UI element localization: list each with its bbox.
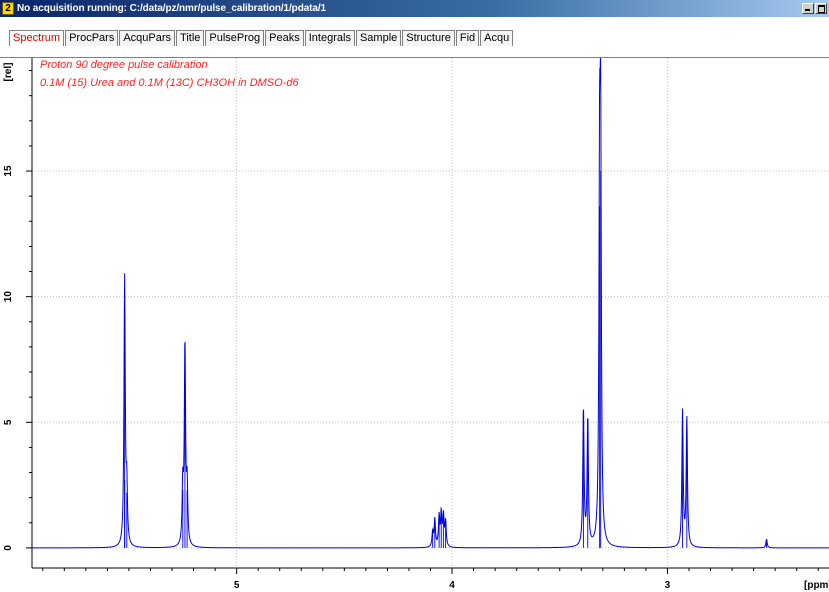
y-tick-label: 0 (3, 545, 14, 551)
maximize-icon[interactable] (815, 3, 827, 14)
annotation-line-1: Proton 90 degree pulse calibration (40, 59, 208, 71)
x-axis-label: [ppm] (804, 580, 829, 591)
tab-acqu[interactable]: Acqu (480, 30, 514, 46)
x-tick-label: 4 (449, 580, 455, 591)
window-title: No acquisition running: C:/data/pz/nmr/p… (17, 3, 326, 14)
tab-pulseprog[interactable]: PulseProg (205, 30, 265, 46)
x-tick-label: 3 (665, 580, 671, 591)
y-axis-label: [rel] (3, 63, 14, 82)
tab-spectrum[interactable]: Spectrum (9, 30, 65, 46)
tab-structure[interactable]: Structure (402, 30, 455, 46)
y-tick-label: 10 (3, 291, 14, 303)
annotation-line-2: 0.1M (15) Urea and 0.1M (13C) CH3OH in D… (40, 77, 299, 89)
y-tick-label: 5 (3, 419, 14, 425)
tab-fid[interactable]: Fid (455, 30, 480, 46)
tab-integrals[interactable]: Integrals (304, 30, 355, 46)
tab-peaks[interactable]: Peaks (265, 30, 304, 46)
tab-bar: Spectrum ProcPars AcquPars Title PulseProg Pe… (0, 17, 829, 57)
tab-procpars[interactable]: ProcPars (65, 30, 119, 46)
spectrum-panel[interactable]: 0 5 10 15 5 4 3 [rel] [ppm] Proton 90 degree pul… (0, 57, 829, 592)
tab-acqupars[interactable]: AcquPars (119, 30, 176, 46)
y-tick-label: 15 (3, 165, 14, 177)
tab-sample[interactable]: Sample (355, 30, 402, 46)
x-tick-label: 5 (234, 580, 240, 591)
window-titlebar[interactable]: 2 No acquisition running: C:/data/pz/nmr… (0, 0, 829, 17)
window-number-badge: 2 (2, 2, 14, 15)
tab-title[interactable]: Title (176, 30, 205, 46)
spectrum-trace (32, 58, 829, 549)
minimize-icon[interactable] (802, 3, 814, 14)
spectrum-chart[interactable]: 0 5 10 15 5 4 3 [rel] [ppm] (0, 58, 829, 592)
